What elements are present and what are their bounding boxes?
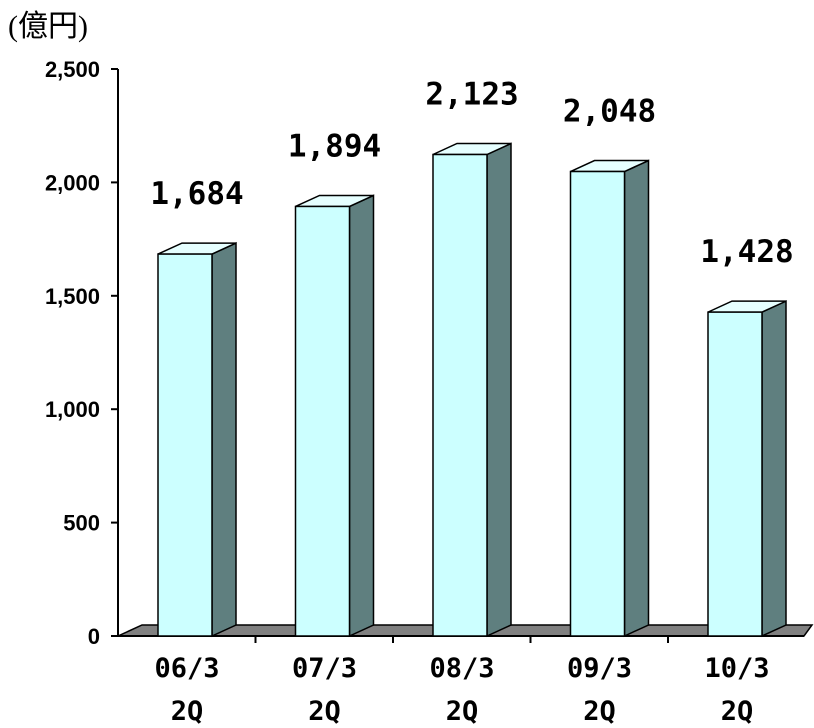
x-tick-label: 10/3 (704, 653, 769, 684)
bar (707, 299, 787, 638)
data-label: 2,123 (425, 77, 518, 113)
y-tick-label: 1,500 (45, 284, 100, 309)
x-tick-label-sub: 2Q (721, 696, 754, 727)
bar-front (707, 311, 763, 637)
bar-front (569, 170, 626, 637)
data-label: 1,894 (288, 128, 381, 164)
y-tick-label: 500 (63, 511, 100, 536)
bar-side (761, 299, 787, 638)
x-tick-label-sub: 2Q (583, 696, 616, 727)
bar (432, 142, 512, 638)
y-tick-label: 0 (88, 624, 100, 649)
x-tick-label: 08/3 (429, 653, 494, 684)
x-tick-label: 09/3 (567, 653, 632, 684)
bar-front (294, 205, 351, 637)
x-tick-label-sub: 2Q (308, 696, 341, 727)
bar-front (432, 153, 488, 637)
bars (157, 142, 787, 638)
y-tick-label: 2,000 (45, 170, 100, 195)
x-tick-label-sub: 2Q (171, 696, 204, 727)
y-tick-label: 2,500 (45, 57, 100, 82)
bar-front (157, 253, 213, 637)
bar-side (486, 142, 512, 638)
bar (569, 159, 650, 638)
bar (294, 194, 375, 638)
bar-side (623, 159, 650, 638)
labels: 1,684 06/3 2Q 1,894 07/3 2Q 2,123 08/3 2Q 2,048 09… (150, 77, 793, 727)
unit-label: (億円) (8, 10, 88, 43)
bar (157, 241, 237, 638)
x-tick-label: 07/3 (292, 653, 357, 684)
bar-side (348, 194, 375, 638)
x-tick-label-sub: 2Q (446, 696, 479, 727)
y-tick-label: 1,000 (45, 397, 100, 422)
x-tick-label: 06/3 (154, 653, 219, 684)
data-label: 1,428 (700, 234, 793, 270)
bar-side (211, 241, 237, 638)
y-axis: 0 500 1,000 1,500 2,000 2,500 (45, 57, 119, 649)
data-label: 2,048 (563, 94, 656, 130)
data-label: 1,684 (150, 176, 243, 212)
